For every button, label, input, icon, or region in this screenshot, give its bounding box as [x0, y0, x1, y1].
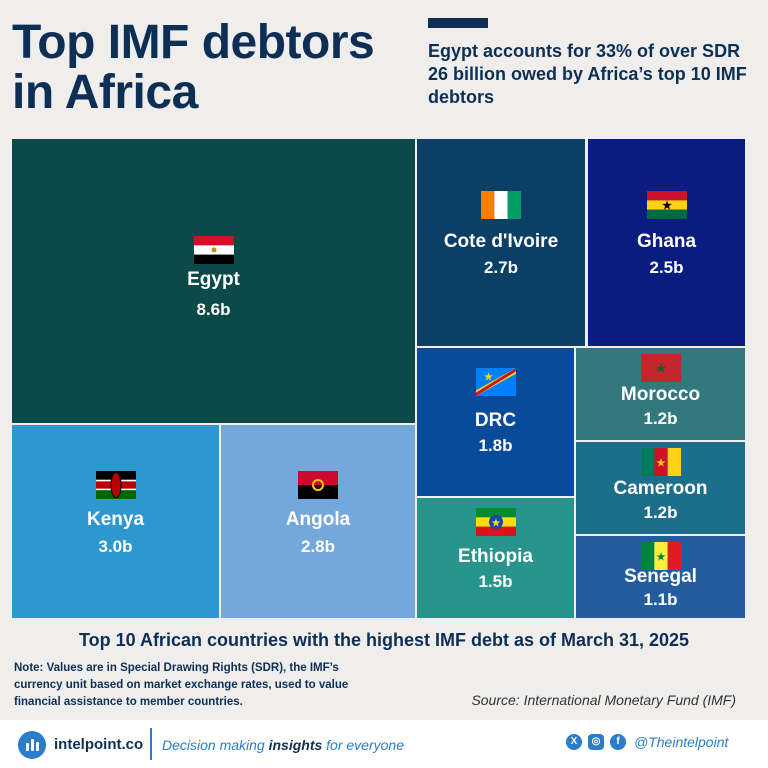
- x-icon[interactable]: X: [566, 734, 582, 750]
- tile-value-drc: 1.8b: [478, 436, 513, 455]
- svg-text:★: ★: [656, 363, 666, 375]
- tile-kenya: Kenya 3.0b: [12, 425, 219, 618]
- tile-value-ghana: 2.5b: [649, 258, 684, 277]
- tile-value-kenya: 3.0b: [98, 537, 133, 556]
- tile-label-ethiopia: Ethiopia: [458, 546, 533, 567]
- tile-angola: Angola 2.8b: [221, 425, 415, 618]
- note-text: Note: Values are in Special Drawing Righ…: [14, 662, 349, 708]
- tile-value-morocco: 1.2b: [643, 409, 678, 428]
- tile-value-angola: 2.8b: [300, 537, 336, 556]
- facebook-icon[interactable]: f: [610, 734, 626, 750]
- drc-flag-icon: ★: [475, 368, 516, 401]
- kenya-flag-icon: [95, 471, 136, 504]
- ethiopia-flag-icon: ★: [475, 508, 516, 541]
- tile-label-drc: DRC: [474, 410, 517, 431]
- source-text: Source: International Monetary Fund (IMF…: [471, 692, 736, 708]
- angola-flag-icon: [298, 471, 338, 504]
- tile-label-egypt: Egypt: [187, 269, 240, 290]
- tile-morocco: ★ Morocco 1.2b: [576, 348, 745, 440]
- tile-egypt: Egypt 8.6b: [12, 139, 415, 423]
- tile-senegal: ★ Senegal 1.1b: [576, 536, 745, 618]
- tile-drc: ★ DRC 1.8b: [417, 348, 574, 496]
- morocco-flag-icon: ★: [640, 354, 681, 387]
- ghana-flag-icon: ★: [646, 191, 687, 224]
- tile-label-angola: Angola: [285, 509, 351, 530]
- svg-text:★: ★: [662, 200, 672, 212]
- social-links: X ◎ f @Theintelpoint: [566, 734, 728, 750]
- tile-label-kenya: Kenya: [86, 509, 145, 530]
- page-subtitle: Egypt accounts for 33% of over SDR 26 bi…: [428, 41, 747, 107]
- treemap-chart: Egypt 8.6b Kenya 3.0b Angola 2.8b Cote d'Ivoir…: [12, 139, 745, 618]
- tile-ghana: ★ Ghana 2.5b: [588, 139, 745, 346]
- cameroon-flag-icon: ★: [640, 448, 681, 481]
- tile-label-ghana: Ghana: [636, 231, 697, 252]
- svg-text:★: ★: [491, 518, 500, 529]
- tile-label-cotedivoire: Cote d'Ivoire: [443, 231, 559, 252]
- tile-value-cameroon: 1.2b: [643, 503, 678, 522]
- tile-cameroon: ★ Cameroon 1.2b: [576, 442, 745, 534]
- tagline-pre: Decision making: [162, 737, 269, 753]
- senegal-flag-icon: ★: [640, 542, 681, 575]
- tile-label-morocco: Morocco: [620, 384, 701, 405]
- instagram-icon[interactable]: ◎: [588, 734, 604, 750]
- tile-ethiopia: ★ Ethiopia 1.5b: [417, 498, 574, 618]
- chart-caption: Top 10 African countries with the highes…: [78, 630, 690, 650]
- tile-value-egypt: 8.6b: [196, 300, 231, 319]
- tile-label-senegal: Senegal: [624, 566, 697, 587]
- tile-value-cotedivoire: 2.7b: [483, 258, 519, 277]
- cotedivoire-flag-icon: [481, 191, 521, 224]
- tile-cotedivoire: Cote d'Ivoire 2.7b: [417, 139, 585, 346]
- tagline: Decision making insights for everyone: [162, 737, 404, 753]
- egypt-flag-icon: [193, 236, 234, 269]
- svg-text:★: ★: [656, 458, 665, 469]
- tagline-bold: insights: [268, 737, 323, 753]
- page-title: Top IMF debtors in Africa: [12, 16, 375, 119]
- brand-name[interactable]: intelpoint.co: [54, 736, 144, 753]
- social-handle[interactable]: @Theintelpoint: [634, 734, 729, 750]
- svg-text:★: ★: [656, 552, 665, 563]
- tile-label-cameroon: Cameroon: [613, 478, 708, 499]
- footer: intelpoint.co Decision making insights f…: [0, 720, 768, 768]
- tile-value-senegal: 1.1b: [643, 590, 678, 609]
- svg-text:★: ★: [484, 372, 493, 383]
- logo-icon: [18, 731, 46, 759]
- tagline-post: for everyone: [322, 737, 404, 753]
- tile-value-ethiopia: 1.5b: [478, 572, 513, 591]
- footer-divider: [150, 728, 152, 760]
- accent-bar: [428, 18, 488, 28]
